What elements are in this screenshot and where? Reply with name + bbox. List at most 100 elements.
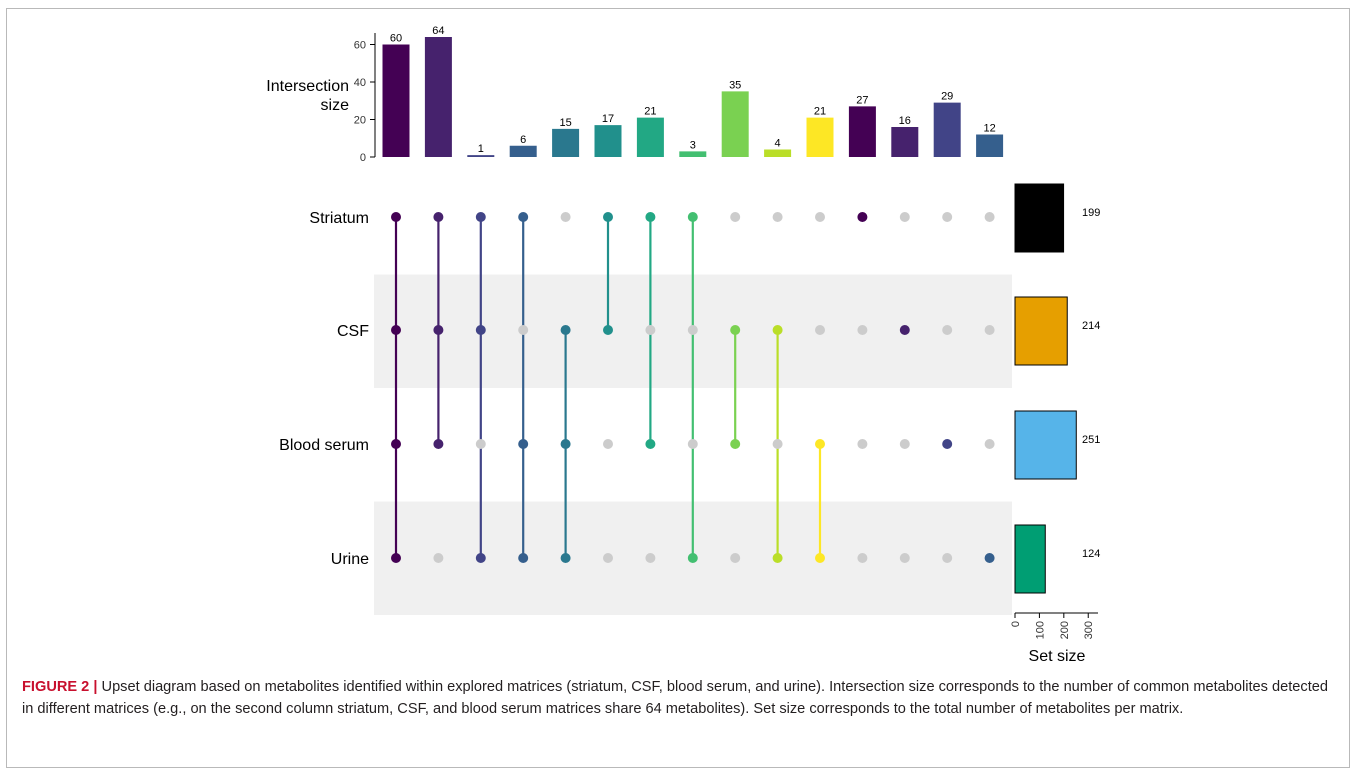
matrix-dot-inactive (942, 553, 953, 563)
set-size-bar (1014, 410, 1077, 480)
matrix-dot-inactive (475, 439, 486, 449)
matrix-dot-inactive (899, 212, 910, 222)
matrix-dot-inactive (984, 439, 995, 449)
matrix-dot-inactive (772, 212, 783, 222)
set-size-label: 199 (1082, 207, 1100, 219)
matrix-dot-active (433, 212, 444, 222)
intersection-bar-label: 29 (941, 91, 953, 103)
matrix-dot-inactive (645, 553, 656, 563)
matrix-dot-active (560, 439, 571, 449)
intersection-bar (509, 145, 537, 157)
set-axis-tick-label: 200 (1059, 621, 1071, 639)
matrix-dot-active (433, 325, 444, 335)
matrix-dot-active (730, 325, 741, 335)
matrix-dot-active (603, 212, 613, 222)
intersection-axis-title-line2: size (321, 97, 350, 114)
matrix-dot-inactive (772, 439, 783, 449)
matrix-dot-active (391, 212, 401, 222)
matrix-dot-active (518, 553, 529, 563)
figure-label-separator: | (93, 679, 98, 695)
intersection-bar (636, 117, 664, 157)
set-label: CSF (337, 323, 369, 340)
intersection-bar-label: 64 (432, 25, 444, 37)
matrix-dot-active (560, 553, 571, 563)
matrix-dot-inactive (730, 553, 741, 563)
intersection-bar (552, 128, 580, 157)
matrix-dot-active (984, 553, 995, 563)
intersection-bar-label: 21 (814, 106, 826, 118)
intersection-bar (848, 106, 876, 157)
intersection-tick-label: 20 (354, 115, 366, 127)
intersection-bar (679, 151, 707, 157)
matrix-dot-inactive (603, 439, 613, 449)
set-label: Blood serum (279, 437, 369, 454)
set-size-bar (1014, 524, 1046, 594)
matrix-dot-active (899, 325, 910, 335)
intersection-bar (891, 127, 919, 157)
matrix-dot-inactive (433, 553, 444, 563)
set-size-bar (1014, 183, 1065, 253)
intersection-bar-label: 12 (983, 123, 995, 135)
intersection-bar (424, 37, 452, 157)
matrix-dot-inactive (730, 212, 741, 222)
intersection-bar (976, 134, 1004, 157)
matrix-dot-active (645, 212, 656, 222)
intersection-bar-label: 6 (520, 134, 526, 146)
matrix-dot-inactive (560, 212, 571, 222)
matrix-dot-active (560, 325, 571, 335)
matrix-dot-inactive (857, 439, 868, 449)
intersection-bar (594, 125, 622, 157)
matrix-dot-active (433, 439, 444, 449)
matrix-dot-inactive (984, 325, 995, 335)
matrix-dot-inactive (899, 553, 910, 563)
matrix-dot-inactive (518, 325, 529, 335)
set-axis-title: Set size (1029, 648, 1086, 665)
matrix-dot-active (391, 553, 401, 563)
matrix-dot-inactive (857, 553, 868, 563)
intersection-tick-label: 40 (354, 77, 366, 89)
set-size-label: 214 (1082, 320, 1100, 332)
matrix-dot-inactive (899, 439, 910, 449)
set-label: Urine (331, 551, 369, 568)
intersection-bar (721, 91, 749, 157)
intersection-bar-label: 1 (478, 143, 484, 155)
intersection-bar-label: 4 (775, 138, 781, 150)
matrix-dot-active (687, 553, 698, 563)
set-size-label: 124 (1082, 548, 1100, 560)
set-axis-tick-label: 0 (1010, 621, 1022, 627)
intersection-axis-title-line1: Intersection (266, 78, 349, 95)
matrix-dot-active (942, 439, 953, 449)
set-size-bar (1014, 296, 1068, 366)
matrix-dot-active (391, 325, 401, 335)
matrix-dot-active (391, 439, 401, 449)
figure-caption: FIGURE 2 | Upset diagram based on metabo… (22, 676, 1334, 720)
intersection-bar-label: 60 (390, 33, 402, 45)
intersection-tick-label: 60 (354, 40, 366, 52)
intersection-bar (382, 44, 410, 157)
matrix-dot-inactive (687, 439, 698, 449)
intersection-bar-label: 3 (690, 139, 696, 151)
matrix-dot-active (475, 325, 486, 335)
matrix-dot-inactive (942, 325, 953, 335)
intersection-bar-label: 15 (559, 117, 571, 129)
intersection-bar (764, 149, 792, 157)
matrix-dot-active (518, 439, 529, 449)
intersection-tick-label: 0 (360, 152, 366, 164)
matrix-dot-active (475, 212, 486, 222)
set-size-label: 251 (1082, 434, 1100, 446)
matrix-dot-inactive (687, 325, 698, 335)
intersection-bar-label: 35 (729, 79, 741, 91)
matrix-dot-inactive (645, 325, 656, 335)
matrix-dot-active (687, 212, 698, 222)
figure-label: FIGURE 2 (22, 679, 90, 695)
matrix-dot-active (475, 553, 486, 563)
intersection-bar-label: 16 (899, 115, 911, 127)
matrix-dot-active (815, 553, 825, 563)
matrix-dot-active (603, 325, 613, 335)
matrix-dot-active (518, 212, 529, 222)
set-axis-tick-label: 300 (1083, 621, 1095, 639)
matrix-dot-inactive (857, 325, 868, 335)
matrix-dot-active (857, 212, 868, 222)
caption-text: Upset diagram based on metabolites ident… (22, 679, 1329, 717)
